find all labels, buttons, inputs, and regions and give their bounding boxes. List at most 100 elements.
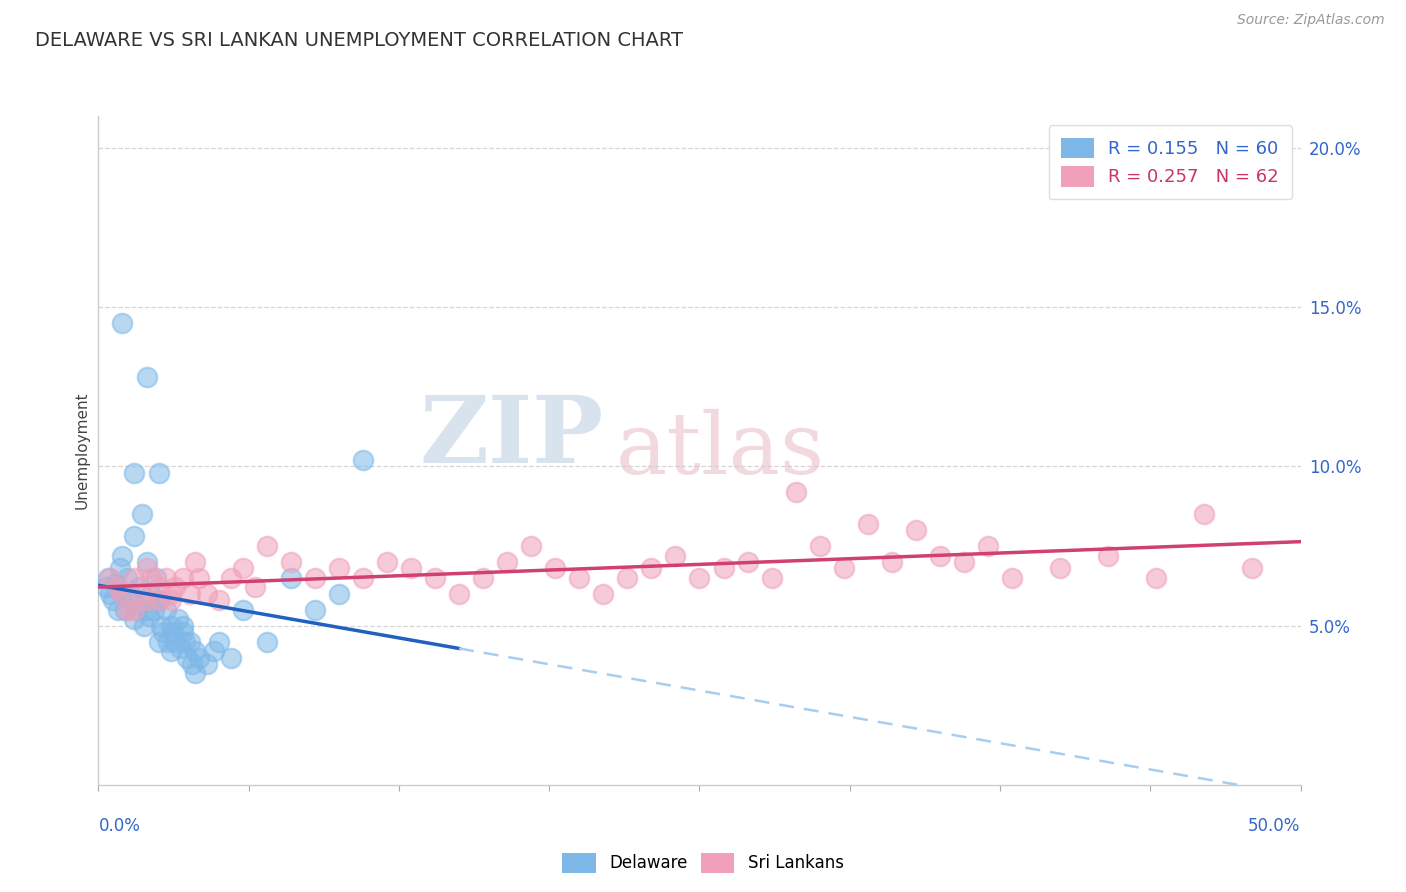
Point	[256, 634, 278, 648]
Point	[179, 634, 201, 648]
Point	[124, 571, 146, 585]
Point	[131, 507, 153, 521]
Point	[157, 634, 180, 648]
Point	[172, 571, 194, 585]
Point	[1001, 571, 1024, 585]
Point	[108, 561, 131, 575]
Point	[125, 603, 148, 617]
Point	[1049, 561, 1071, 575]
Point	[159, 593, 181, 607]
Legend: Delaware, Sri Lankans: Delaware, Sri Lankans	[555, 847, 851, 880]
Point	[616, 571, 638, 585]
Point	[181, 657, 204, 671]
Text: ZIP: ZIP	[419, 392, 603, 482]
Point	[111, 587, 134, 601]
Point	[124, 612, 146, 626]
Point	[280, 555, 302, 569]
Point	[152, 625, 174, 640]
Point	[179, 587, 201, 601]
Point	[97, 571, 120, 585]
Text: DELAWARE VS SRI LANKAN UNEMPLOYMENT CORRELATION CHART: DELAWARE VS SRI LANKAN UNEMPLOYMENT CORR…	[35, 31, 683, 50]
Point	[169, 640, 191, 655]
Point	[1097, 549, 1119, 563]
Point	[447, 587, 470, 601]
Point	[232, 603, 254, 617]
Point	[664, 549, 686, 563]
Point	[472, 571, 495, 585]
Point	[520, 539, 543, 553]
Point	[176, 650, 198, 665]
Point	[114, 603, 136, 617]
Point	[155, 603, 177, 617]
Point	[155, 571, 177, 585]
Point	[149, 618, 172, 632]
Point	[141, 571, 163, 585]
Point	[256, 539, 278, 553]
Point	[107, 581, 129, 595]
Point	[195, 587, 218, 601]
Point	[689, 571, 711, 585]
Point	[101, 593, 124, 607]
Point	[124, 603, 146, 617]
Point	[880, 555, 903, 569]
Point	[142, 603, 165, 617]
Point	[195, 657, 218, 671]
Point	[219, 571, 242, 585]
Point	[352, 453, 374, 467]
Point	[172, 625, 194, 640]
Point	[148, 634, 170, 648]
Point	[761, 571, 783, 585]
Point	[1144, 571, 1167, 585]
Point	[111, 587, 134, 601]
Point	[1241, 561, 1264, 575]
Point	[568, 571, 591, 585]
Point	[280, 571, 302, 585]
Point	[208, 593, 231, 607]
Point	[188, 571, 211, 585]
Point	[159, 587, 181, 601]
Point	[165, 634, 187, 648]
Point	[375, 555, 398, 569]
Point	[174, 634, 197, 648]
Point	[304, 571, 326, 585]
Point	[304, 603, 326, 617]
Point	[640, 561, 662, 575]
Point	[977, 539, 1000, 553]
Point	[183, 644, 205, 658]
Point	[183, 666, 205, 681]
Point	[496, 555, 519, 569]
Point	[124, 529, 146, 543]
Text: Source: ZipAtlas.com: Source: ZipAtlas.com	[1237, 13, 1385, 28]
Point	[111, 316, 134, 330]
Point	[135, 370, 157, 384]
Point	[328, 561, 350, 575]
Point	[145, 571, 167, 585]
Point	[592, 587, 614, 601]
Point	[117, 603, 139, 617]
Point	[159, 644, 181, 658]
Point	[100, 587, 122, 601]
Point	[166, 612, 188, 626]
Point	[131, 587, 153, 601]
Point	[159, 618, 181, 632]
Text: 0.0%: 0.0%	[98, 817, 141, 835]
Point	[135, 561, 157, 575]
Point	[135, 603, 157, 617]
Point	[162, 625, 184, 640]
Point	[208, 634, 231, 648]
Point	[856, 516, 879, 531]
Point	[138, 609, 160, 624]
Point	[132, 618, 155, 632]
Point	[148, 581, 170, 595]
Point	[111, 549, 134, 563]
Point	[121, 593, 143, 607]
Point	[1194, 507, 1216, 521]
Text: atlas: atlas	[616, 409, 824, 492]
Point	[135, 593, 157, 607]
Point	[141, 587, 163, 601]
Point	[808, 539, 831, 553]
Point	[148, 593, 170, 607]
Point	[107, 603, 129, 617]
Point	[423, 571, 446, 585]
Point	[785, 484, 807, 499]
